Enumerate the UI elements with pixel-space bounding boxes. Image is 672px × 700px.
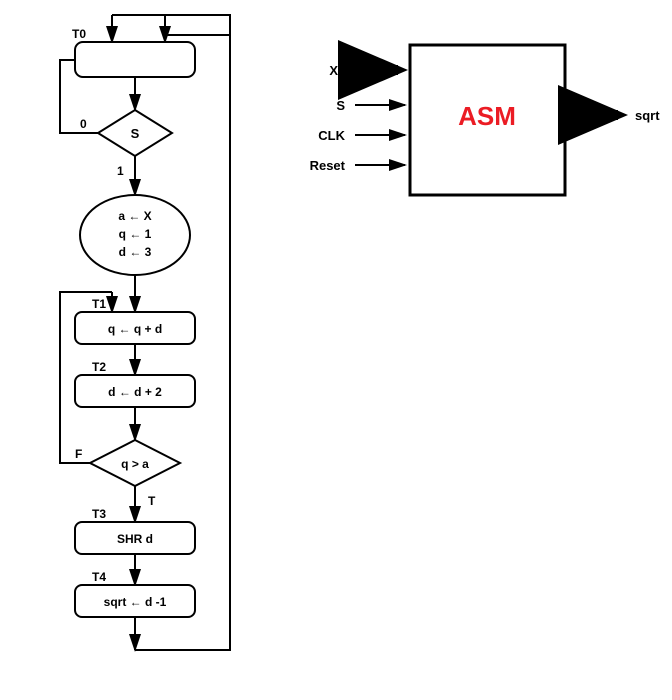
state-t0 (75, 42, 195, 77)
op-q-text: q ← q + d (108, 322, 162, 336)
asm-input-x: X (329, 63, 338, 78)
asm-block: ASM X S CLK Reset sqrt (310, 45, 661, 195)
decision-s-label: S (131, 126, 140, 141)
decision-s: S (98, 110, 172, 156)
asm-title: ASM (458, 101, 516, 131)
decision-s-true: 1 (117, 164, 124, 178)
decision-qa: q > a (90, 440, 180, 486)
op-sqrt-text: sqrt ← d -1 (104, 595, 167, 609)
op-shr-text: SHR d (117, 532, 153, 546)
state-t4-label: T4 (92, 570, 106, 584)
init-op-0: a ← X (118, 209, 151, 223)
asm-input-clk: CLK (318, 128, 345, 143)
asm-input-reset: Reset (310, 158, 346, 173)
state-t0-label: T0 (72, 27, 86, 41)
op-d-text: d ← d + 2 (108, 385, 162, 399)
decision-qa-false: F (75, 447, 82, 461)
state-t3-label: T3 (92, 507, 106, 521)
decision-qa-true: T (148, 494, 156, 508)
asm-input-s: S (336, 98, 345, 113)
decision-qa-label: q > a (121, 457, 149, 471)
asm-output: sqrt (635, 108, 660, 123)
state-t1-label: T1 (92, 297, 106, 311)
init-op-1: q ← 1 (119, 227, 152, 241)
state-t2-label: T2 (92, 360, 106, 374)
flowchart: T0 S 0 1 a ← X q ← 1 d ← 3 T1 q ← q + d (60, 15, 230, 650)
init-op-2: d ← 3 (119, 245, 152, 259)
decision-s-false: 0 (80, 117, 87, 131)
